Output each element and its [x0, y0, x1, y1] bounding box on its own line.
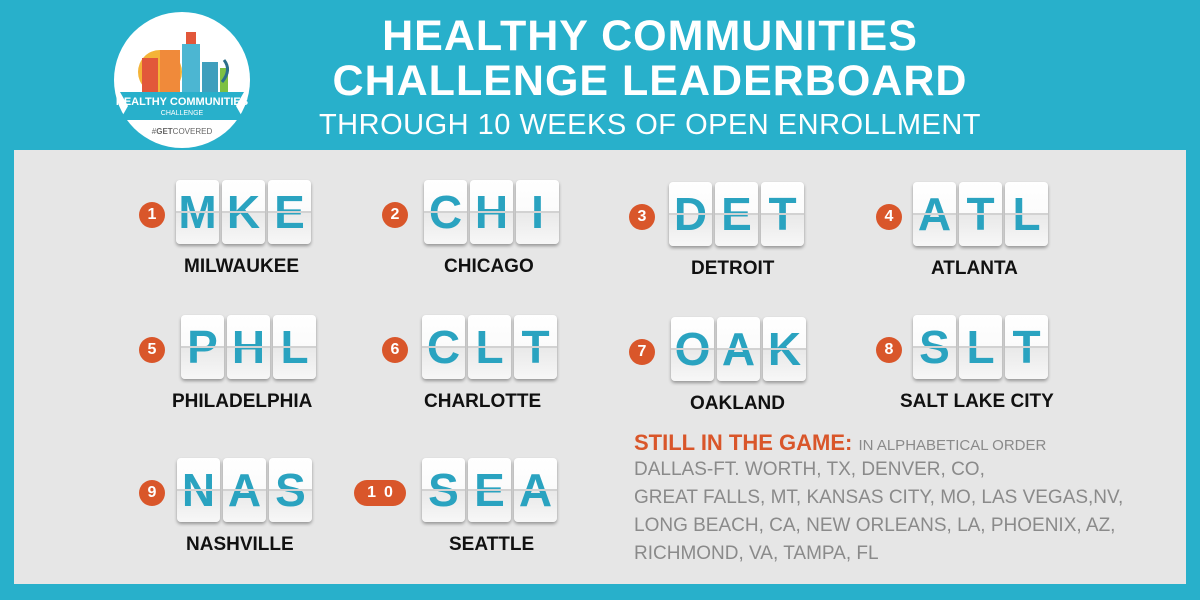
letter-tile: E — [715, 182, 758, 246]
letter-tile: S — [913, 315, 956, 379]
rank-badge: 8 — [876, 337, 902, 363]
flip-tiles: S E A — [422, 458, 557, 522]
flip-tiles: P H L — [181, 315, 316, 379]
letter-tile: T — [761, 182, 804, 246]
logo-ribbon-text: HEALTHY COMMUNITIES — [116, 96, 248, 108]
leader-card-7: 7 O A K OAKLAND — [629, 317, 879, 427]
city-name: OAKLAND — [690, 393, 785, 414]
rank-badge: 5 — [139, 337, 165, 363]
letter-tile: K — [222, 180, 265, 244]
flip-tiles: O A K — [671, 317, 806, 381]
letter-tile: H — [227, 315, 270, 379]
flip-tiles: D E T — [669, 182, 804, 246]
still-line: GREAT FALLS, MT, KANSAS CITY, MO, LAS VE… — [634, 487, 1124, 508]
still-line: LONG BEACH, CA, NEW ORLEANS, LA, PHOENIX… — [634, 515, 1116, 536]
leader-card-4: 4 A T L ATLANTA — [876, 182, 1126, 292]
letter-tile: A — [223, 458, 266, 522]
city-name: SALT LAKE CITY — [900, 391, 1054, 412]
letter-tile: I — [516, 180, 559, 244]
letter-tile: T — [959, 182, 1002, 246]
letter-tile: E — [468, 458, 511, 522]
city-name: DETROIT — [691, 258, 775, 279]
city-name: MILWAUKEE — [184, 256, 300, 277]
leader-card-9: 9 N A S NASHVILLE — [139, 458, 389, 568]
letter-tile: S — [422, 458, 465, 522]
still-line: DALLAS-FT. WORTH, TX, DENVER, CO, — [634, 459, 985, 480]
letter-tile: E — [268, 180, 311, 244]
letter-tile: S — [269, 458, 312, 522]
still-line: RICHMOND, VA, TAMPA, FL — [634, 543, 879, 564]
leader-card-8: 8 S L T SALT LAKE CITY — [876, 315, 1126, 425]
rank-badge: 10 — [354, 480, 406, 506]
healthy-communities-logo: HEALTHY COMMUNITIES CHALLENGE #GETCOVERE… — [114, 12, 250, 148]
page-title-line2: CHALLENGE LEADERBOARD — [332, 57, 968, 105]
rank-badge: 9 — [139, 480, 165, 506]
letter-tile: T — [514, 315, 557, 379]
letter-tile: H — [470, 180, 513, 244]
rank-badge: 2 — [382, 202, 408, 228]
letter-tile: K — [763, 317, 806, 381]
leader-card-2: 2 C H I CHICAGO — [382, 180, 632, 290]
flip-tiles: A T L — [913, 182, 1048, 246]
leader-card-10: 10 S E A SEATTLE — [354, 458, 604, 568]
rank-badge: 1 — [139, 202, 165, 228]
city-name: CHICAGO — [444, 256, 534, 277]
page-title-line1: HEALTHY COMMUNITIES — [382, 12, 918, 60]
rank-badge: 7 — [629, 339, 655, 365]
leader-card-1: 1 M K E MILWAUKEE — [139, 180, 389, 290]
flip-tiles: S L T — [913, 315, 1048, 379]
letter-tile: M — [176, 180, 219, 244]
logo-ribbon-sub: CHALLENGE — [161, 110, 204, 117]
rank-badge: 4 — [876, 204, 902, 230]
logo-hashtag: #GETCOVERED — [152, 127, 213, 136]
leader-card-6: 6 C L T CHARLOTTE — [382, 315, 632, 425]
letter-tile: L — [959, 315, 1002, 379]
flip-tiles: N A S — [177, 458, 312, 522]
letter-tile: L — [468, 315, 511, 379]
letter-tile: O — [671, 317, 714, 381]
letter-tile: N — [177, 458, 220, 522]
letter-tile: L — [273, 315, 316, 379]
letter-tile: C — [422, 315, 465, 379]
letter-tile: A — [717, 317, 760, 381]
page-subtitle: THROUGH 10 WEEKS OF OPEN ENROLLMENT — [318, 109, 982, 141]
letter-tile: T — [1005, 315, 1048, 379]
rank-badge: 3 — [629, 204, 655, 230]
city-name: PHILADELPHIA — [172, 391, 313, 412]
still-heading-label: STILL IN THE GAME: — [634, 430, 853, 455]
still-in-the-game: STILL IN THE GAME: IN ALPHABETICAL ORDER… — [634, 430, 1174, 568]
city-name: CHARLOTTE — [424, 391, 542, 412]
leader-card-3: 3 D E T DETROIT — [629, 182, 879, 292]
letter-tile: A — [913, 182, 956, 246]
flip-tiles: M K E — [176, 180, 311, 244]
letter-tile: A — [514, 458, 557, 522]
flip-tiles: C L T — [422, 315, 557, 379]
city-name: NASHVILLE — [186, 534, 294, 555]
city-name: ATLANTA — [931, 258, 1018, 279]
rank-badge: 6 — [382, 337, 408, 363]
city-name: SEATTLE — [449, 534, 535, 555]
leader-card-5: 5 P H L PHILADELPHIA — [139, 315, 389, 425]
still-note: IN ALPHABETICAL ORDER — [858, 437, 1047, 454]
still-heading: STILL IN THE GAME: IN ALPHABETICAL ORDER — [634, 430, 1174, 456]
flip-tiles: C H I — [424, 180, 559, 244]
leaderboard-panel: 1 M K E MILWAUKEE 2 C H I CHICAGO 3 D E … — [14, 150, 1186, 584]
letter-tile: C — [424, 180, 467, 244]
letter-tile: D — [669, 182, 712, 246]
letter-tile: P — [181, 315, 224, 379]
letter-tile: L — [1005, 182, 1048, 246]
